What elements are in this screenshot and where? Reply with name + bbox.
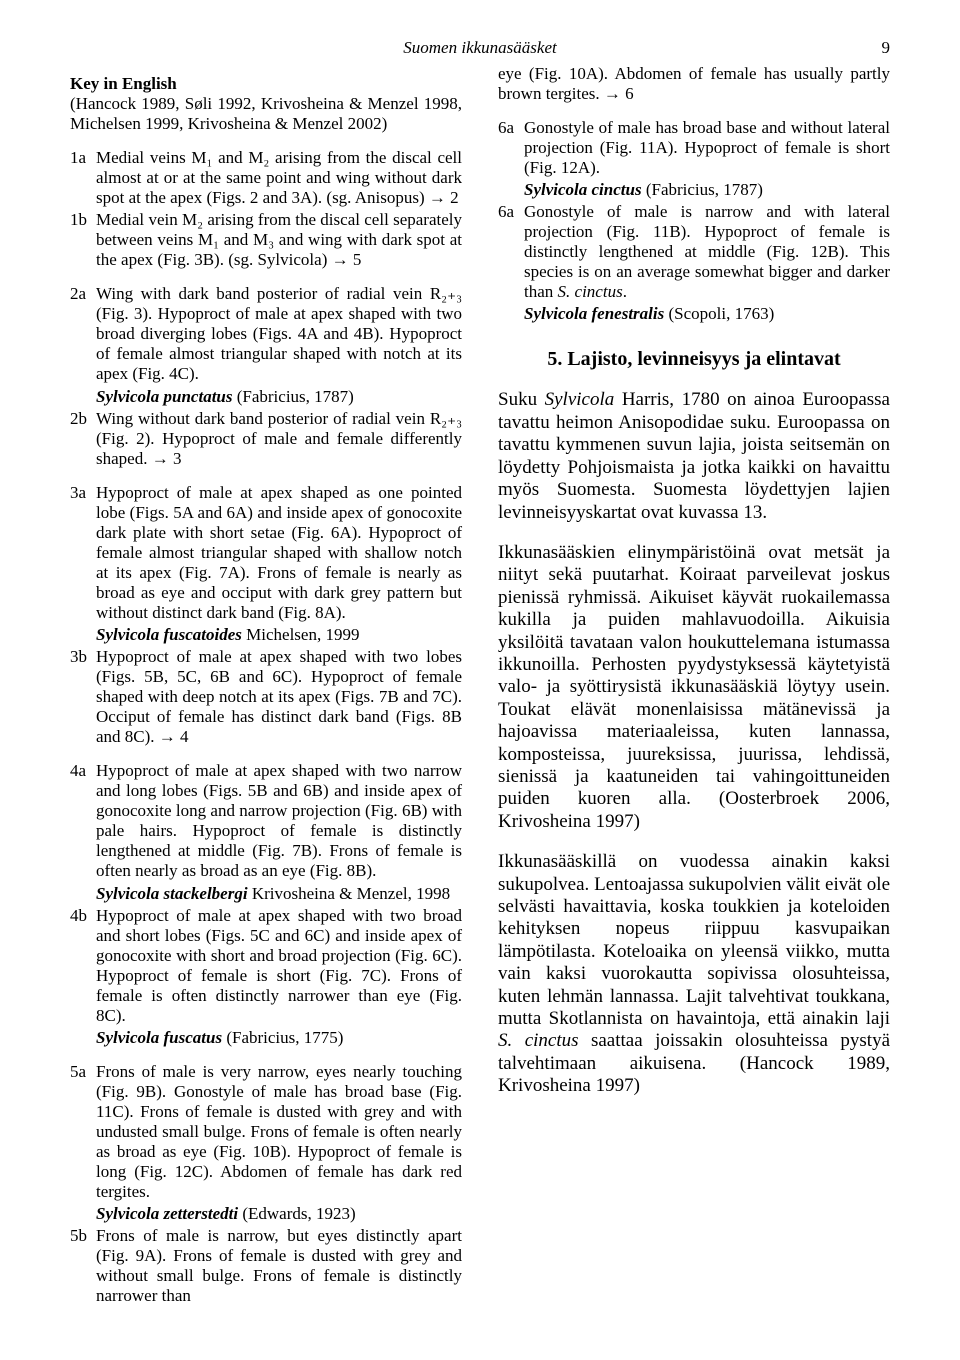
key-5a: 5a Frons of male is very narrow, eyes ne… <box>70 1062 462 1202</box>
key-num: 6a <box>498 202 514 222</box>
key-num: 3a <box>70 483 86 503</box>
key-text: Gonostyle of male has broad base and wit… <box>524 118 890 177</box>
taxon-authority: Michelsen, 1999 <box>242 625 360 644</box>
taxon-name: Sylvicola stackelbergi <box>96 884 248 903</box>
page: Suomen ikkunasääsket 9 Key in English (H… <box>0 0 960 1360</box>
key-num: 2b <box>70 409 87 429</box>
key-text: Wing with dark band posterior of radial … <box>96 284 462 383</box>
key-4a: 4a Hypoproct of male at apex shaped with… <box>70 761 462 881</box>
taxon-fenestralis: Sylvicola fenestralis (Scopoli, 1763) <box>498 304 890 324</box>
key-5b-cont: eye (Fig. 10A). Abdomen of female has us… <box>498 64 890 104</box>
key-text: Hypoproct of male at apex shaped as one … <box>96 483 462 622</box>
key-3b: 3b Hypoproct of male at apex shaped with… <box>70 647 462 747</box>
body-paragraph-1: Suku Sylvicola Harris, 1780 on ainoa Eur… <box>498 389 890 523</box>
key-num: 1a <box>70 148 86 168</box>
taxon-zetterstedti: Sylvicola zetterstedti (Edwards, 1923) <box>70 1204 462 1224</box>
taxon-authority: (Scopoli, 1763) <box>664 304 774 323</box>
key-num: 3b <box>70 647 87 667</box>
taxon-authority: (Fabricius, 1787) <box>232 387 353 406</box>
couplet-1: 1a Medial veins M₁ and M₂ arising from t… <box>70 148 462 270</box>
key-text: Hypoproct of male at apex shaped with tw… <box>96 647 462 746</box>
key-5b: 5b Frons of male is narrow, but eyes dis… <box>70 1226 462 1306</box>
taxon-cinctus: Sylvicola cinctus (Fabricius, 1787) <box>498 180 890 200</box>
key-num: 5a <box>70 1062 86 1082</box>
key-6a: 6a Gonostyle of male has broad base and … <box>498 118 890 178</box>
couplet-3: 3a Hypoproct of male at apex shaped as o… <box>70 483 462 748</box>
body-paragraph-3: Ikkunasääskillä on vuodessa ainakin kaks… <box>498 851 890 1097</box>
key-text: Hypoproct of male at apex shaped with tw… <box>96 906 462 1025</box>
key-2b: 2b Wing without dark band posterior of r… <box>70 409 462 469</box>
taxon-name: Sylvicola cinctus <box>524 180 642 199</box>
key-num: 2a <box>70 284 86 304</box>
couplet-4: 4a Hypoproct of male at apex shaped with… <box>70 761 462 1048</box>
taxon-authority: (Fabricius, 1787) <box>642 180 763 199</box>
key-text: Medial vein M₂ arising from the discal c… <box>96 210 462 269</box>
section-heading: 5. Lajisto, levinneisyys ja elintavat <box>498 348 890 371</box>
key-4b: 4b Hypoproct of male at apex shaped with… <box>70 906 462 1026</box>
taxon-name: Sylvicola fuscatus <box>96 1028 222 1047</box>
key-text: Gonostyle of male is narrow and with lat… <box>524 202 890 301</box>
couplet-6: 6a Gonostyle of male has broad base and … <box>498 118 890 324</box>
key-title: Key in English <box>70 74 462 94</box>
key-num: 5b <box>70 1226 87 1246</box>
couplet-5b-continued: eye (Fig. 10A). Abdomen of female has us… <box>498 64 890 104</box>
key-1b: 1b Medial vein M₂ arising from the disca… <box>70 210 462 270</box>
key-text: Medial veins M₁ and M₂ arising from the … <box>96 148 462 207</box>
couplet-2: 2a Wing with dark band posterior of radi… <box>70 284 462 468</box>
key-text: Wing without dark band posterior of radi… <box>96 409 462 468</box>
left-column: Key in English (Hancock 1989, Søli 1992,… <box>70 64 462 1320</box>
taxon-authority: (Fabricius, 1775) <box>222 1028 343 1047</box>
taxon-authority: Krivosheina & Menzel, 1998 <box>248 884 451 903</box>
key-text: eye (Fig. 10A). Abdomen of female has us… <box>498 64 890 103</box>
right-column: eye (Fig. 10A). Abdomen of female has us… <box>498 64 890 1320</box>
key-num: 1b <box>70 210 87 230</box>
taxon-stackelbergi: Sylvicola stackelbergi Krivosheina & Men… <box>70 884 462 904</box>
running-title: Suomen ikkunasääsket <box>403 38 556 57</box>
key-2a: 2a Wing with dark band posterior of radi… <box>70 284 462 384</box>
running-head: Suomen ikkunasääsket 9 <box>70 38 890 58</box>
key-num: 4b <box>70 906 87 926</box>
key-text: Frons of male is very narrow, eyes nearl… <box>96 1062 462 1201</box>
key-text: Hypoproct of male at apex shaped with tw… <box>96 761 462 880</box>
key-text: Frons of male is narrow, but eyes distin… <box>96 1226 462 1305</box>
taxon-name: Sylvicola zetterstedti <box>96 1204 238 1223</box>
couplet-5: 5a Frons of male is very narrow, eyes ne… <box>70 1062 462 1307</box>
key-sources: (Hancock 1989, Søli 1992, Krivosheina & … <box>70 94 462 134</box>
key-1a: 1a Medial veins M₁ and M₂ arising from t… <box>70 148 462 208</box>
taxon-fuscatus: Sylvicola fuscatus (Fabricius, 1775) <box>70 1028 462 1048</box>
key-6b: 6a Gonostyle of male is narrow and with … <box>498 202 890 302</box>
taxon-name: Sylvicola punctatus <box>96 387 232 406</box>
taxon-authority: (Edwards, 1923) <box>238 1204 356 1223</box>
taxon-name: Sylvicola fuscatoides <box>96 625 242 644</box>
taxon-punctatus: Sylvicola punctatus (Fabricius, 1787) <box>70 387 462 407</box>
taxon-name: Sylvicola fenestralis <box>524 304 664 323</box>
taxon-fuscatoides: Sylvicola fuscatoides Michelsen, 1999 <box>70 625 462 645</box>
two-column-layout: Key in English (Hancock 1989, Søli 1992,… <box>70 64 890 1320</box>
body-paragraph-2: Ikkunasääskien elinympäristöinä ovat met… <box>498 542 890 833</box>
page-number: 9 <box>882 38 891 58</box>
key-num: 4a <box>70 761 86 781</box>
key-3a: 3a Hypoproct of male at apex shaped as o… <box>70 483 462 623</box>
key-num: 6a <box>498 118 514 138</box>
